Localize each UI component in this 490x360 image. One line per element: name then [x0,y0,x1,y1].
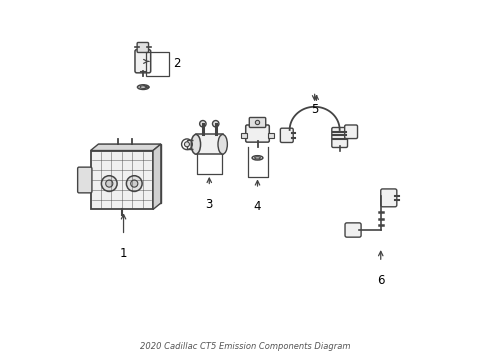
FancyBboxPatch shape [77,167,92,193]
FancyBboxPatch shape [241,133,247,138]
Circle shape [184,142,190,147]
FancyBboxPatch shape [268,133,274,138]
Circle shape [213,121,219,127]
Circle shape [199,121,206,127]
Polygon shape [153,144,161,210]
FancyBboxPatch shape [249,117,266,127]
Circle shape [101,176,117,192]
FancyBboxPatch shape [332,127,347,148]
Ellipse shape [191,134,200,154]
FancyBboxPatch shape [345,223,361,237]
FancyBboxPatch shape [137,42,148,53]
Text: 2020 Cadillac CT5 Emission Components Diagram: 2020 Cadillac CT5 Emission Components Di… [140,342,350,351]
Ellipse shape [255,157,260,159]
FancyBboxPatch shape [135,50,151,73]
Text: 6: 6 [377,274,385,287]
FancyBboxPatch shape [344,125,358,139]
Text: 1: 1 [120,247,127,260]
Ellipse shape [140,86,147,88]
Text: 2: 2 [173,57,180,71]
Circle shape [106,180,113,187]
Ellipse shape [218,134,227,154]
FancyBboxPatch shape [280,128,293,143]
FancyBboxPatch shape [98,144,161,203]
FancyBboxPatch shape [381,189,397,207]
Text: 4: 4 [254,201,261,213]
FancyBboxPatch shape [196,134,222,154]
Circle shape [255,120,260,125]
Text: 5: 5 [311,103,318,116]
Text: 3: 3 [206,198,213,211]
FancyBboxPatch shape [91,150,153,210]
FancyBboxPatch shape [245,125,270,142]
Circle shape [126,176,142,192]
Circle shape [131,180,138,187]
Polygon shape [91,144,161,150]
